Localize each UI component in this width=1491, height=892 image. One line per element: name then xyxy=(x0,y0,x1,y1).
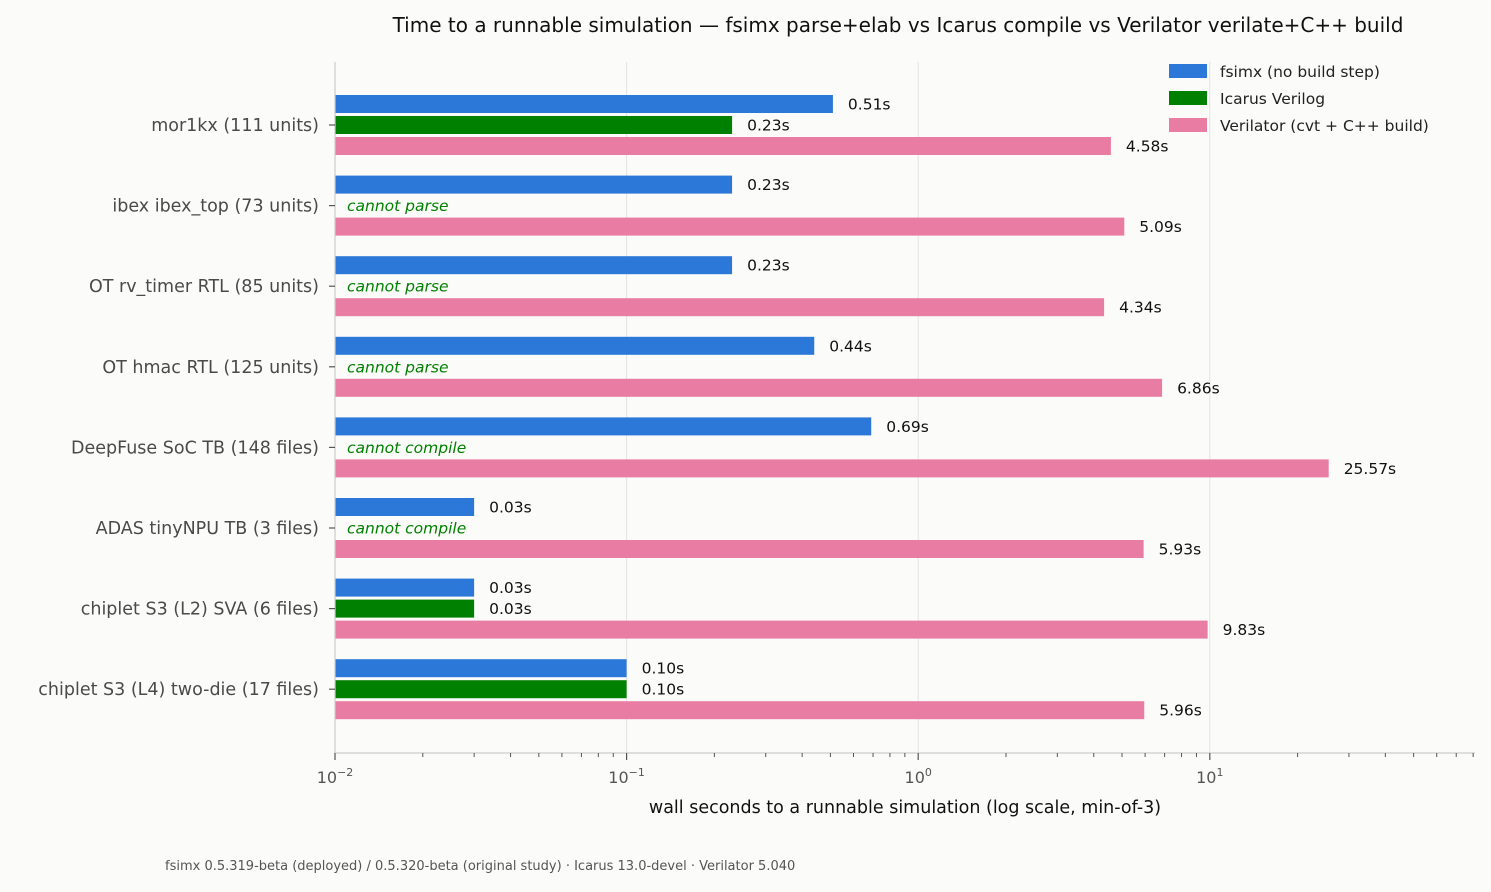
bar xyxy=(335,540,1144,558)
bar-value-label: 0.69s xyxy=(886,418,929,436)
bar-value-label: 0.23s xyxy=(747,257,790,275)
legend-entry: Icarus Verilog xyxy=(1220,90,1325,108)
bar-missing-label: cannot parse xyxy=(347,278,448,296)
bars: 0.51s 0.23s 4.58s 0.23s cannot parse 5.09s 0.2… xyxy=(335,95,1396,720)
bar-missing-label: cannot parse xyxy=(347,358,448,376)
bar-value-label: 0.03s xyxy=(489,579,532,597)
x-tick-label: 10−2 xyxy=(317,766,354,787)
legend-swatch xyxy=(1169,91,1207,105)
x-tick-label: 100 xyxy=(905,766,932,787)
bar-value-label: 0.23s xyxy=(747,176,790,194)
bar xyxy=(335,378,1163,397)
bar xyxy=(335,298,1105,317)
bar xyxy=(335,175,733,194)
category-label: ibex ibex_top (73 units) xyxy=(112,197,319,217)
bar-value-label: 0.03s xyxy=(489,600,532,618)
bar-value-label: 0.44s xyxy=(829,337,872,355)
bar xyxy=(335,116,733,134)
category-label: DeepFuse SoC TB (148 files) xyxy=(71,438,319,458)
bar xyxy=(335,659,627,678)
bar xyxy=(335,417,872,436)
bar-missing-label: cannot compile xyxy=(347,439,466,457)
chart-title: Time to a runnable simulation — fsimx pa… xyxy=(392,13,1404,37)
bar xyxy=(335,217,1125,236)
legend-entry: fsimx (no build step) xyxy=(1220,63,1380,81)
bar-value-label: 0.23s xyxy=(747,117,790,135)
category-label: mor1kx (111 units) xyxy=(151,116,319,136)
bar-value-label: 4.34s xyxy=(1119,299,1162,317)
bar xyxy=(335,137,1111,155)
bar xyxy=(335,459,1329,478)
bar xyxy=(335,599,475,618)
bar-value-label: 0.03s xyxy=(489,499,532,517)
bar xyxy=(335,680,627,699)
bar-missing-label: cannot parse xyxy=(347,197,448,215)
legend-entry: Verilator (cvt + C++ build) xyxy=(1220,117,1429,135)
bar-missing-label: cannot compile xyxy=(347,520,466,538)
legend: fsimx (no build step) Icarus Verilog Veril… xyxy=(1169,63,1429,135)
bar-value-label: 0.10s xyxy=(642,660,685,678)
category-label: OT hmac RTL (125 units) xyxy=(102,358,319,378)
bar-value-label: 6.86s xyxy=(1177,379,1220,397)
x-tick-label: 10−1 xyxy=(608,766,645,787)
category-label: chiplet S3 (L2) SVA (6 files) xyxy=(81,600,319,620)
bar xyxy=(335,498,475,516)
x-axis: 10−2 10−1 100 101 mor1kx (111 units) ibex ibe… xyxy=(38,62,1475,787)
bar-value-label: 9.83s xyxy=(1223,621,1266,639)
bar xyxy=(335,578,475,597)
x-axis-label: wall seconds to a runnable simulation (l… xyxy=(649,798,1161,818)
legend-swatch xyxy=(1169,118,1207,132)
category-label: OT rv_timer RTL (85 units) xyxy=(89,277,319,297)
bar-value-label: 0.51s xyxy=(848,96,891,114)
bar-value-label: 25.57s xyxy=(1344,460,1396,478)
category-label: chiplet S3 (L4) two-die (17 files) xyxy=(38,680,319,700)
bar xyxy=(335,95,833,113)
bar-value-label: 5.09s xyxy=(1139,218,1182,236)
footer-note: fsimx 0.5.319-beta (deployed) / 0.5.320-… xyxy=(165,859,795,874)
bar-value-label: 5.96s xyxy=(1159,702,1202,720)
bar-value-label: 5.93s xyxy=(1159,541,1202,559)
bar-value-label: 0.10s xyxy=(642,681,685,699)
bar xyxy=(335,336,815,355)
category-label: ADAS tinyNPU TB (3 files) xyxy=(96,519,319,539)
x-tick-label: 101 xyxy=(1196,766,1223,787)
bar-value-label: 4.58s xyxy=(1126,138,1169,156)
gridlines xyxy=(626,62,1211,753)
bar xyxy=(335,620,1208,639)
bar xyxy=(335,256,733,275)
bar xyxy=(335,701,1145,720)
legend-swatch xyxy=(1169,64,1207,78)
